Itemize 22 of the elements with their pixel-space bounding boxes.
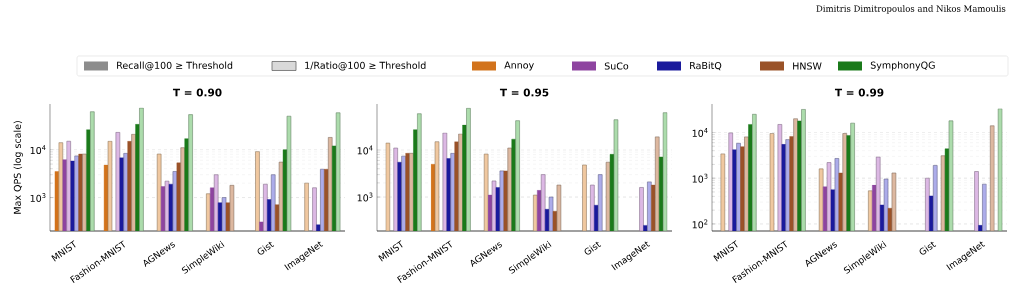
y-tick-label: 10$^{4}$ <box>692 128 708 137</box>
y-tick-label: 10$^{2}$ <box>692 219 708 229</box>
y-tick-label: 10$^{3}$ <box>30 193 46 202</box>
legend-label: SymphonyQG <box>870 61 935 71</box>
legend-label: SuCo <box>604 62 629 70</box>
legend-label: Annoy <box>504 61 534 71</box>
x-tick-label: Gist <box>584 241 602 255</box>
text: Dimitris Dimitropoulos and Nikos Mamoulis <box>816 5 1006 14</box>
y-tick-label: 10$^{3}$ <box>357 192 373 202</box>
y-axis-title: Max QPS (log scale) <box>13 121 23 214</box>
x-tick-label: Gist <box>919 241 937 255</box>
text: Recall@100 ≥ Threshold <box>117 61 233 71</box>
chart-title: T = 0.90 <box>172 88 222 97</box>
y-tick-label: 10$^{4}$ <box>357 145 373 155</box>
text: 1/Ratio@100 ≥ Threshold <box>305 61 426 71</box>
y-tick-label: 10$^{3}$ <box>692 173 708 183</box>
y-tick-label: 10$^{4}$ <box>30 145 46 155</box>
chart-title: T = 0.95 <box>499 88 549 97</box>
x-tick-label: Gist <box>257 241 275 255</box>
chart-title: T = 0.99 <box>834 88 884 97</box>
legend-label: RaBitQ <box>690 61 722 71</box>
legend-label: HNSW <box>793 62 822 70</box>
